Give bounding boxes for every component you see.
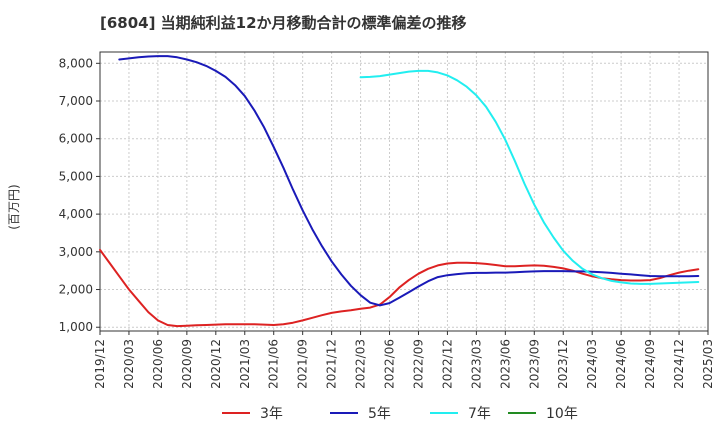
legend-label: 5年: [368, 406, 391, 422]
x-tick-label: 2024/06: [614, 339, 628, 389]
x-tick-label: 2021/12: [325, 339, 339, 389]
x-tick-label: 2023/12: [556, 339, 570, 389]
x-tick-label: 2020/06: [151, 339, 165, 389]
grid-layer: [99, 52, 709, 331]
y-tick-label: 2,000: [59, 283, 93, 297]
y-tick-label: 6,000: [59, 132, 93, 146]
legend-label: 10年: [546, 406, 578, 422]
chart-title: [6804] 当期純利益12か月移動合計の標準偏差の推移: [100, 14, 467, 32]
series-line-1: [99, 248, 700, 328]
x-tick-label: 2020/12: [209, 339, 223, 389]
x-tick-label: 2021/03: [238, 339, 252, 389]
x-tick-label: 2023/03: [469, 339, 483, 389]
y-tick-label: 5,000: [59, 169, 93, 183]
x-tick-label: 2022/03: [354, 339, 368, 389]
x-tick-label: 2024/12: [672, 339, 686, 389]
y-tick-label: 1,000: [59, 320, 93, 334]
y-tick-label: 7,000: [59, 94, 93, 108]
legend-item-4: 10年: [508, 406, 578, 422]
x-tick-label: 2021/06: [267, 339, 281, 389]
legend-item-3: 7年: [430, 406, 491, 422]
x-tick-label: 2023/06: [498, 339, 512, 389]
x-tick-label: 2022/09: [411, 339, 425, 389]
series-line-2: [118, 55, 700, 307]
x-tick-label: 2024/09: [643, 339, 657, 389]
legend-label: 3年: [260, 406, 283, 422]
plot-frame: [99, 51, 709, 332]
y-axis-label: (百万円): [7, 184, 21, 229]
legend-item-2: 5年: [330, 406, 391, 422]
x-tick-label: 2019/12: [93, 339, 107, 389]
x-tick-label: 2025/03: [701, 339, 715, 389]
y-tick-label: 8,000: [59, 56, 93, 70]
y-tick-label: 3,000: [59, 245, 93, 259]
x-tick-label: 2022/12: [440, 339, 454, 389]
x-tick-label: 2020/03: [122, 339, 136, 389]
legend-label: 7年: [468, 406, 491, 422]
x-tick-label: 2023/09: [527, 339, 541, 389]
x-tick-label: 2020/09: [180, 339, 194, 389]
legend: 3年 5年 7年 10年: [222, 406, 578, 422]
legend-item-1: 3年: [222, 406, 283, 422]
x-tick-label: 2021/09: [296, 339, 310, 389]
series-line-3: [359, 69, 700, 285]
x-axis: 2019/12 2020/03 2020/06 2020/09 2020/12 2021/…: [93, 331, 715, 389]
y-axis: 1,000 2,000 3,000 4,000 5,000 6,000 7,000 8,000: [59, 56, 100, 334]
x-tick-label: 2022/06: [383, 339, 397, 389]
series-layer: [99, 55, 700, 328]
y-tick-label: 4,000: [59, 207, 93, 221]
x-tick-label: 2024/03: [585, 339, 599, 389]
